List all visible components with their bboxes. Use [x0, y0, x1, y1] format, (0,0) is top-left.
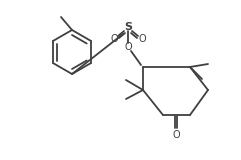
- Text: S: S: [124, 22, 132, 32]
- Text: O: O: [138, 34, 146, 44]
- Text: O: O: [172, 130, 180, 140]
- Text: O: O: [124, 42, 132, 52]
- Text: O: O: [110, 34, 118, 44]
